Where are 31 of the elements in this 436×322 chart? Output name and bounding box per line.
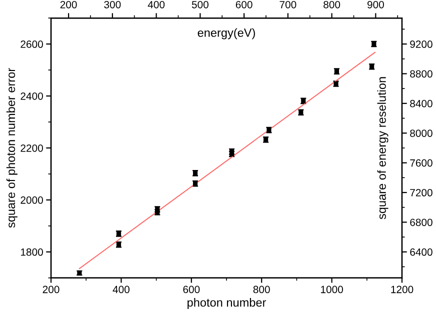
y2-tick-label: 7600	[410, 159, 432, 167]
x2-tick-label: 900	[367, 0, 384, 8]
y2-tick-label: 6400	[410, 248, 432, 256]
x2-tick-label: 300	[104, 0, 121, 8]
y-tick-label: 2600	[20, 40, 43, 48]
y2-tick-label: 8800	[410, 70, 432, 78]
x-tick-label: 600	[183, 286, 200, 294]
x2-tick-label: 600	[236, 0, 252, 8]
x-tick-label: 1000	[321, 286, 343, 294]
x-axis-title: photon number	[188, 298, 266, 310]
y2-tick-label: 9200	[410, 40, 432, 48]
y2-tick-label: 8400	[410, 100, 432, 108]
y-tick-label: 1800	[20, 248, 43, 256]
x2-tick-label: 200	[60, 0, 77, 8]
y2-tick-label: 7200	[410, 189, 432, 196]
x-tick-label: 400	[112, 286, 130, 294]
x-tick-label: 1200	[391, 286, 414, 294]
x2-tick-label: 800	[324, 0, 340, 8]
y-tick-label: 2200	[20, 144, 43, 152]
x2-axis-title: energy(eV)	[198, 28, 255, 40]
x2-tick-label: 500	[192, 0, 208, 8]
x-tick-label: 800	[253, 286, 270, 294]
y2-axis-title: square of energy reselution	[377, 77, 388, 220]
x2-tick-label: 400	[148, 0, 165, 8]
y-tick-label: 2400	[20, 92, 43, 100]
x-tick-label: 200	[42, 286, 60, 294]
y-axis-title: square of photon number error	[6, 68, 18, 228]
y2-tick-label: 8000	[410, 130, 432, 137]
x2-tick-label: 700	[280, 0, 296, 8]
y-tick-label: 2000	[20, 196, 43, 204]
y2-tick-label: 6800	[410, 218, 432, 226]
